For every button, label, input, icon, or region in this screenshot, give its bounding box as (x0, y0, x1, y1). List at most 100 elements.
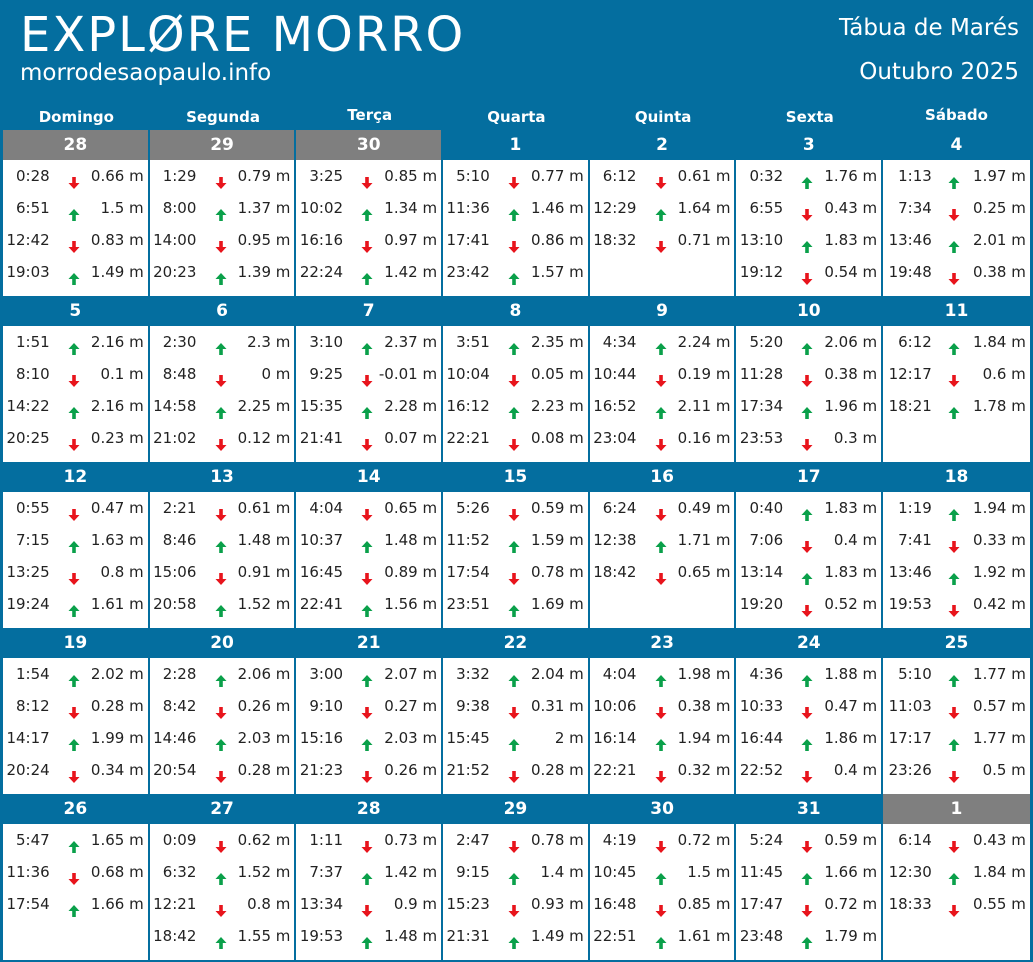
tide-time: 3:32 (456, 665, 490, 683)
tide-row: 22:41 1.56 m (296, 588, 441, 620)
tide-time: 19:53 (299, 927, 344, 945)
tide-row: 8:48 0 m (150, 358, 295, 390)
arrow-down-icon (654, 833, 668, 853)
tide-list: 0:55 0.47 m 7:15 1.63 m 13:25 0.8 m 19:24 1.61 … (3, 492, 148, 628)
day-number: 1 (443, 130, 588, 160)
tide-height: 1.64 m (677, 199, 731, 217)
tide-list: 6:14 0.43 m 12:30 1.84 m 18:33 0.55 m (883, 824, 1030, 960)
tide-list: 4:04 1.98 m 10:06 0.38 m 16:14 1.94 m 22:21 0.3… (589, 658, 735, 794)
weekday-monday: Segunda (186, 108, 260, 126)
tide-time: 8:10 (16, 365, 50, 383)
tide-row: 14:58 2.25 m (150, 390, 295, 422)
tide-row: 5:20 2.06 m (736, 326, 881, 358)
tide-list: 1:19 1.94 m 7:41 0.33 m 13:46 1.92 m 19:53 0.42… (883, 492, 1030, 628)
arrow-down-icon (507, 169, 521, 189)
day-number: 26 (3, 794, 148, 824)
tide-height: 1.63 m (90, 531, 144, 549)
tide-time: 19:53 (888, 595, 932, 613)
weekday-header-row: Domingo Segunda Terça Quarta Quinta Sext… (3, 100, 1030, 130)
tide-height: 1.86 m (824, 729, 878, 747)
tide-list: 5:20 2.06 m 11:28 0.38 m 17:34 1.96 m 23:53 0.3… (736, 326, 882, 462)
tide-row: 5:24 0.59 m (736, 824, 881, 856)
tide-row: 18:21 1.78 m (883, 390, 1030, 422)
tide-time: 0:40 (749, 499, 784, 517)
tide-height: 1.83 m (824, 499, 878, 517)
arrow-down-icon (360, 233, 374, 253)
tide-height: 0.79 m (237, 167, 291, 185)
tide-height: 2.03 m (237, 729, 291, 747)
tide-height: 0.47 m (90, 499, 144, 517)
tide-row: 6:12 0.61 m (590, 160, 735, 192)
day-number-other-month: 1 (883, 794, 1030, 824)
tide-list: 2:21 0.61 m 8:46 1.48 m 15:06 0.91 m 20:58 1.52… (149, 492, 295, 628)
tide-height: 1.79 m (824, 927, 878, 945)
tide-row: 17:34 1.96 m (736, 390, 881, 422)
tide-row: 3:25 0.85 m (296, 160, 441, 192)
tide-time: 19:24 (6, 595, 50, 613)
arrow-down-icon (507, 233, 521, 253)
tide-row: 1:54 2.02 m (3, 658, 148, 690)
tide-row: 13:46 1.92 m (883, 556, 1030, 588)
tide-height: 0.95 m (237, 231, 291, 249)
tide-row: 6:32 1.52 m (150, 856, 295, 888)
tide-row: 12:17 0.6 m (883, 358, 1030, 390)
arrow-up-icon (654, 335, 668, 355)
arrow-up-icon (360, 929, 374, 949)
arrow-up-icon (67, 399, 81, 419)
tide-time: 12:30 (888, 863, 932, 881)
tide-time: 5:10 (456, 167, 490, 185)
arrow-down-icon (214, 501, 228, 521)
tide-height: 0.8 m (247, 895, 291, 913)
tide-time: 11:45 (739, 863, 784, 881)
tide-height: 0.77 m (530, 167, 584, 185)
tide-height: 0.28 m (237, 761, 291, 779)
tide-row: 14:46 2.03 m (150, 722, 295, 754)
arrow-down-icon (654, 169, 668, 189)
brand-url: morrodesaopaulo.info (20, 60, 272, 86)
tide-list: 5:24 0.59 m 11:45 1.66 m 17:47 0.72 m 23:48 1.7… (736, 824, 882, 960)
day-cell: 28 0:28 0.66 m 6:51 1.5 m 12:42 0.83 m 19:03 1.4… (3, 130, 150, 296)
arrow-down-icon (67, 865, 81, 885)
arrow-up-icon (507, 667, 521, 687)
tide-row: 22:24 1.42 m (296, 256, 441, 288)
tide-row: 17:54 1.66 m (3, 888, 148, 920)
tide-row: 7:06 0.4 m (736, 524, 881, 556)
weekday-friday: Sexta (785, 108, 834, 126)
tide-row: 3:00 2.07 m (296, 658, 441, 690)
tide-time: 15:06 (153, 563, 197, 581)
arrow-up-icon (67, 833, 81, 853)
tide-row: 11:36 1.46 m (443, 192, 588, 224)
arrow-up-icon (360, 399, 374, 419)
tide-row: 19:20 0.52 m (736, 588, 881, 620)
arrow-up-icon (507, 265, 521, 285)
tide-height: 0.19 m (677, 365, 731, 383)
tide-time: 20:23 (153, 263, 197, 281)
arrow-down-icon (214, 431, 228, 451)
tide-row: 14:22 2.16 m (3, 390, 148, 422)
day-number: 12 (3, 462, 148, 492)
day-cell: 29 1:29 0.79 m 8:00 1.37 m 14:00 0.95 m 20:23 1.… (149, 130, 297, 296)
tide-row: 23:26 0.5 m (883, 754, 1030, 786)
tide-height: 1.5 m (100, 199, 144, 217)
arrow-up-icon (67, 201, 81, 221)
tide-height: 1.46 m (530, 199, 584, 217)
tide-height: 0.28 m (90, 697, 144, 715)
tide-row: 16:14 1.94 m (590, 722, 735, 754)
calendar-week: 28 0:28 0.66 m 6:51 1.5 m 12:42 0.83 m 19:03 1.4… (3, 130, 1030, 296)
arrow-up-icon (214, 201, 228, 221)
tide-time: 5:26 (456, 499, 490, 517)
arrow-up-icon (947, 399, 961, 419)
tide-time: 1:19 (898, 499, 932, 517)
tide-row: 23:48 1.79 m (736, 920, 881, 952)
tide-time: 16:48 (593, 895, 637, 913)
tide-row: 0:55 0.47 m (3, 492, 148, 524)
tide-row: 3:10 2.37 m (296, 326, 441, 358)
tide-list: 5:10 0.77 m 11:36 1.46 m 17:41 0.86 m 23:42 1.5… (443, 160, 588, 296)
tide-height: 1.49 m (530, 927, 584, 945)
tide-list: 2:28 2.06 m 8:42 0.26 m 14:46 2.03 m 20:54 0.28… (149, 658, 295, 794)
tide-height: 0.43 m (973, 831, 1026, 849)
day-number: 22 (443, 628, 588, 658)
tide-time: 23:51 (446, 595, 490, 613)
tide-height: 2.01 m (973, 231, 1026, 249)
arrow-down-icon (800, 699, 814, 719)
